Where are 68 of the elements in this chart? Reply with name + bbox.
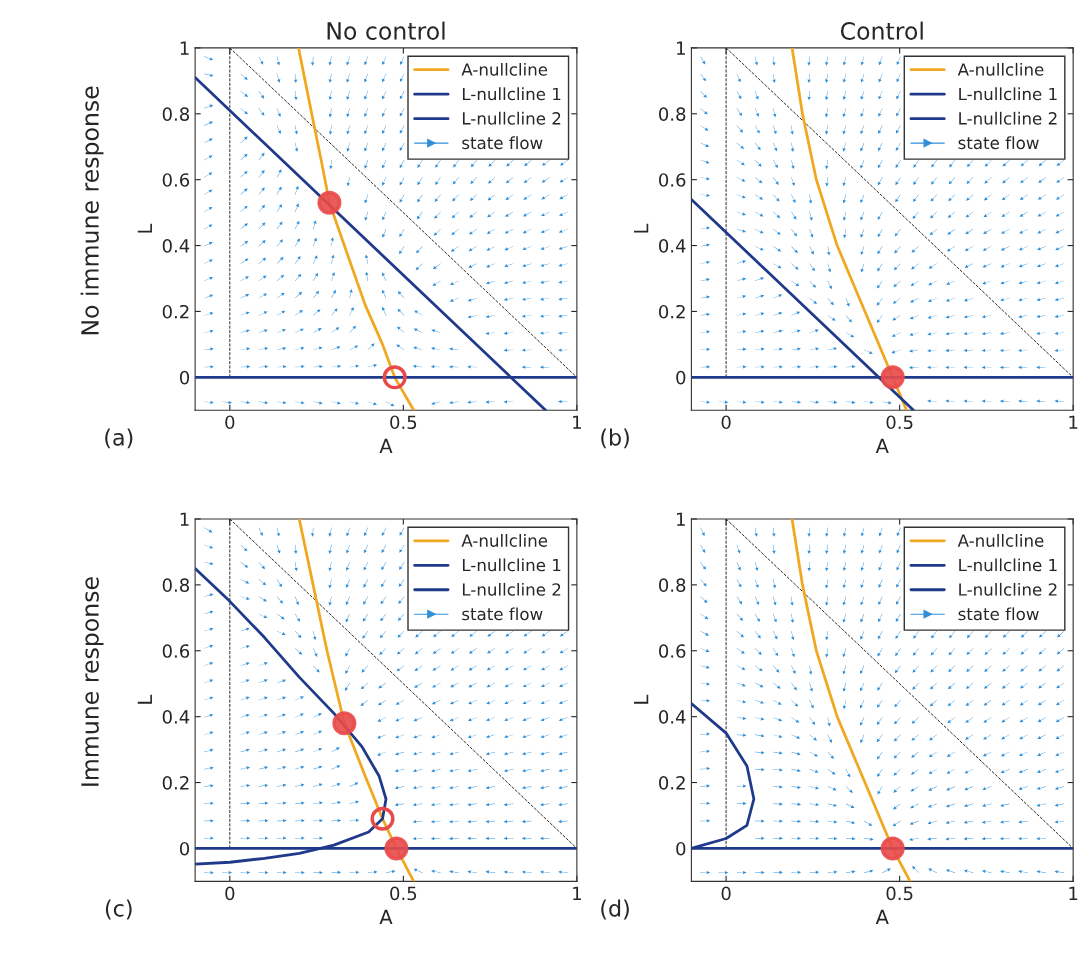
legend-label: L-nullcline 1 bbox=[959, 87, 1057, 101]
text: (a) bbox=[105, 428, 133, 449]
y-axis-title: L bbox=[634, 694, 649, 704]
y-tick-label: 0.6 bbox=[162, 644, 190, 658]
x-tick-label: 1 bbox=[573, 415, 581, 429]
y-tick-label: 0.4 bbox=[659, 239, 686, 253]
legend-label: A-nullcline bbox=[461, 533, 548, 547]
y-tick-label: 0 bbox=[676, 370, 686, 385]
y-axis-title: L bbox=[634, 223, 649, 233]
x-tick-label: 1 bbox=[1069, 886, 1078, 900]
legend-label: state flow bbox=[958, 607, 1039, 621]
y-tick-label: 1 bbox=[677, 512, 685, 526]
legend-label: state flow bbox=[462, 136, 543, 150]
chart-title: Control bbox=[840, 21, 923, 40]
legend-label: A-nullcline bbox=[957, 62, 1044, 76]
x-tick-label: 0.5 bbox=[390, 886, 417, 901]
legend-label: L-nullcline 1 bbox=[462, 558, 561, 572]
x-tick-label: 0 bbox=[721, 415, 731, 430]
x-axis-title: A bbox=[379, 438, 393, 453]
y-tick-label: 0.8 bbox=[162, 107, 190, 121]
x-tick-label: 1 bbox=[573, 886, 581, 900]
text: No immune response bbox=[80, 86, 104, 335]
y-tick-label: 0.6 bbox=[659, 173, 686, 187]
x-tick-label: 0.5 bbox=[886, 415, 913, 430]
legend-label: A-nullcline bbox=[957, 533, 1044, 547]
text: (b) bbox=[601, 428, 629, 449]
y-tick-label: 1 bbox=[180, 512, 189, 526]
x-axis-title: A bbox=[875, 438, 889, 453]
legend-label: state flow bbox=[958, 136, 1039, 150]
x-axis-title: A bbox=[379, 909, 393, 925]
y-tick-label: 0.2 bbox=[659, 304, 685, 319]
y-axis-title: L bbox=[137, 223, 152, 233]
legend-label: L-nullcline 1 bbox=[959, 558, 1057, 572]
x-tick-label: 1 bbox=[1069, 415, 1078, 429]
y-tick-label: 0.6 bbox=[659, 644, 686, 658]
text: (d) bbox=[601, 899, 629, 920]
x-axis-title: A bbox=[875, 909, 889, 925]
y-tick-label: 1 bbox=[677, 41, 685, 55]
legend-label: L-nullcline 2 bbox=[959, 582, 1057, 596]
chart-title: No control bbox=[327, 21, 445, 40]
y-tick-label: 0.8 bbox=[162, 578, 190, 592]
legend-label: L-nullcline 2 bbox=[462, 111, 561, 125]
legend-label: A-nullcline bbox=[461, 62, 548, 76]
y-tick-label: 1 bbox=[180, 41, 189, 55]
x-tick-label: 0 bbox=[225, 886, 235, 901]
y-tick-label: 0.2 bbox=[162, 304, 189, 319]
y-tick-label: 0.4 bbox=[162, 710, 190, 724]
y-tick-label: 0.6 bbox=[162, 173, 190, 187]
y-tick-label: 0.4 bbox=[162, 239, 190, 253]
y-tick-label: 0.2 bbox=[659, 775, 685, 790]
y-tick-label: 0 bbox=[179, 370, 190, 385]
text: Immune response bbox=[81, 577, 104, 786]
text: (c) bbox=[105, 899, 132, 920]
legend-label: L-nullcline 2 bbox=[462, 582, 561, 596]
y-tick-label: 0.8 bbox=[659, 578, 686, 592]
y-tick-label: 0.8 bbox=[659, 107, 686, 121]
x-tick-label: 0 bbox=[721, 886, 731, 901]
x-tick-label: 0.5 bbox=[886, 886, 913, 901]
y-tick-label: 0.4 bbox=[659, 710, 686, 724]
y-tick-label: 0 bbox=[179, 841, 190, 856]
y-tick-label: 0.2 bbox=[162, 775, 189, 790]
legend-label: L-nullcline 2 bbox=[959, 111, 1057, 125]
y-tick-label: 0 bbox=[676, 841, 686, 856]
y-axis-title: L bbox=[137, 694, 152, 704]
legend-label: state flow bbox=[462, 607, 543, 621]
x-tick-label: 0.5 bbox=[390, 415, 417, 430]
legend-label: L-nullcline 1 bbox=[462, 87, 561, 101]
x-tick-label: 0 bbox=[225, 415, 235, 430]
